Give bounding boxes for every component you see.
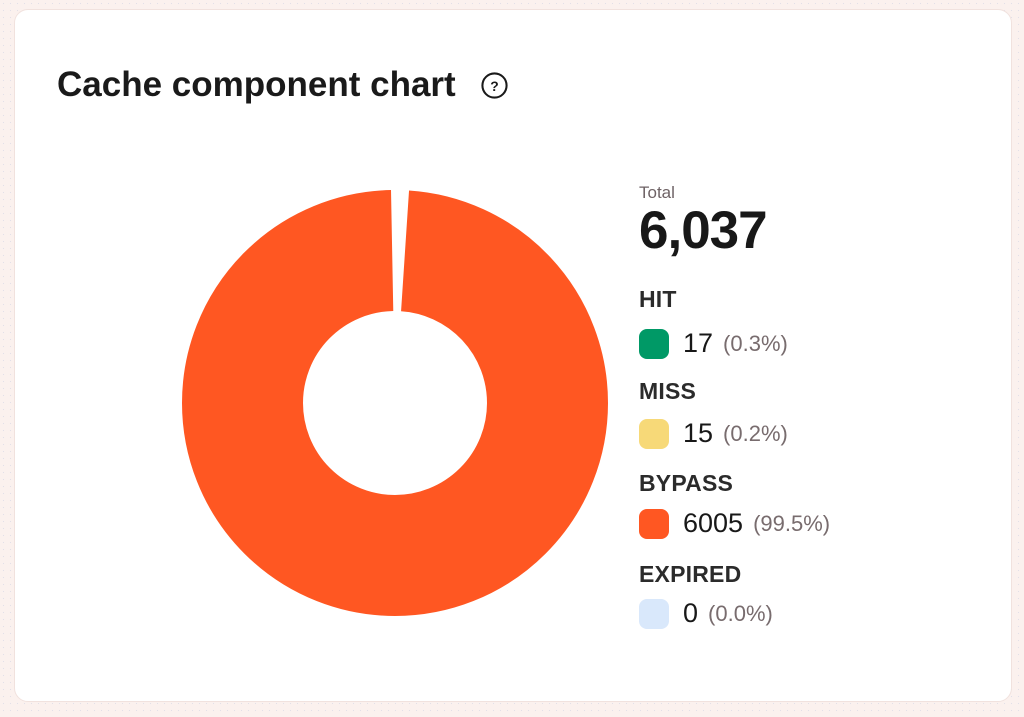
svg-text:?: ?	[490, 77, 498, 93]
